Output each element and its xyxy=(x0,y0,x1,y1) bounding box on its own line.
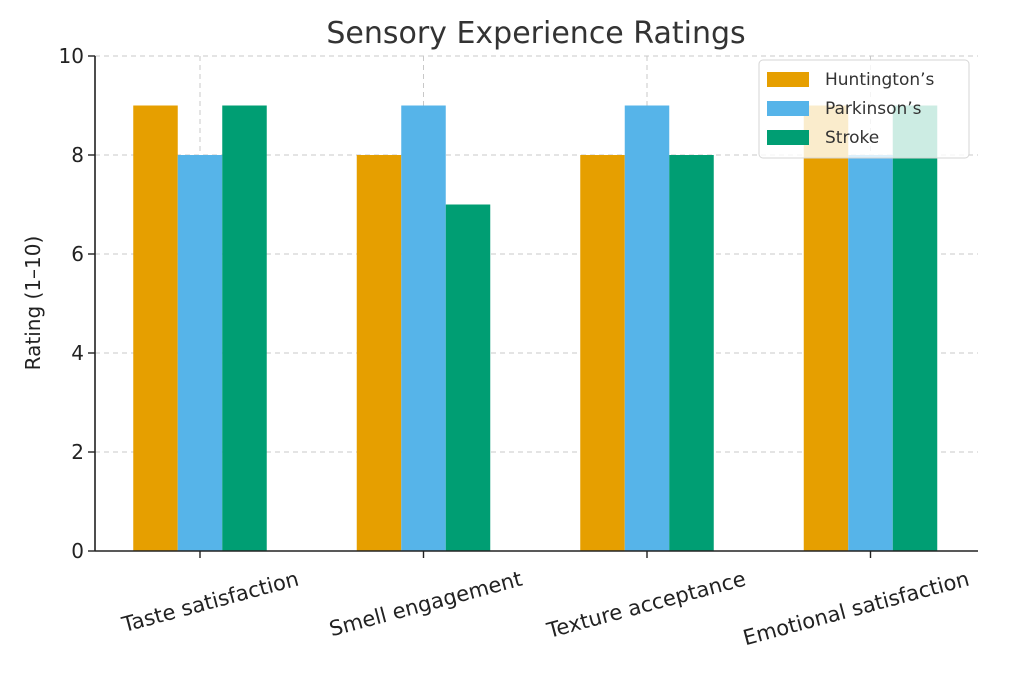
bar-stroke-3 xyxy=(892,105,938,551)
y-tick-label-10: 10 xyxy=(59,44,84,68)
legend-swatch-2 xyxy=(767,130,809,145)
bar-parkinsons-2 xyxy=(624,105,670,551)
legend-label-1: Parkinson’s xyxy=(825,99,922,119)
x-tick-label-0: Taste satisfaction xyxy=(118,567,301,638)
y-ticks: 0 2 4 6 8 10 xyxy=(59,44,95,563)
y-tick-label-0: 0 xyxy=(71,539,84,563)
x-tick-label-2: Texture acceptance xyxy=(543,567,748,643)
legend-label-0: Huntington’s xyxy=(825,70,935,90)
bar-huntingtons-3 xyxy=(803,105,849,551)
legend-swatch-1 xyxy=(767,101,809,116)
axes xyxy=(94,56,978,558)
y-tick-label-8: 8 xyxy=(71,143,84,167)
y-axis-label: Rating (1–10) xyxy=(21,236,45,371)
bars xyxy=(133,105,938,551)
legend-label-2: Stroke xyxy=(825,128,879,148)
bar-huntingtons-1 xyxy=(356,155,402,551)
bar-stroke-0 xyxy=(222,105,267,551)
chart-title: Sensory Experience Ratings xyxy=(326,16,745,51)
bar-huntingtons-0 xyxy=(133,105,178,551)
x-tick-label-1: Smell engagement xyxy=(327,567,525,642)
bar-parkinsons-3 xyxy=(848,155,893,551)
y-tick-label-6: 6 xyxy=(71,242,84,266)
legend-swatch-0 xyxy=(767,72,809,87)
bar-stroke-1 xyxy=(445,204,491,551)
legend: Huntington’s Parkinson’s Stroke xyxy=(758,59,970,159)
bar-huntingtons-2 xyxy=(580,155,625,551)
y-tick-label-4: 4 xyxy=(71,341,84,365)
x-tick-label-3: Emotional satisfaction xyxy=(740,567,971,650)
bar-parkinsons-1 xyxy=(401,105,446,551)
legend-box xyxy=(758,59,970,159)
x-tick-labels: Taste satisfaction Smell engagement Textur… xyxy=(118,567,971,650)
bar-stroke-2 xyxy=(669,155,714,551)
y-tick-label-2: 2 xyxy=(71,440,84,464)
bar-parkinsons-0 xyxy=(177,155,223,551)
